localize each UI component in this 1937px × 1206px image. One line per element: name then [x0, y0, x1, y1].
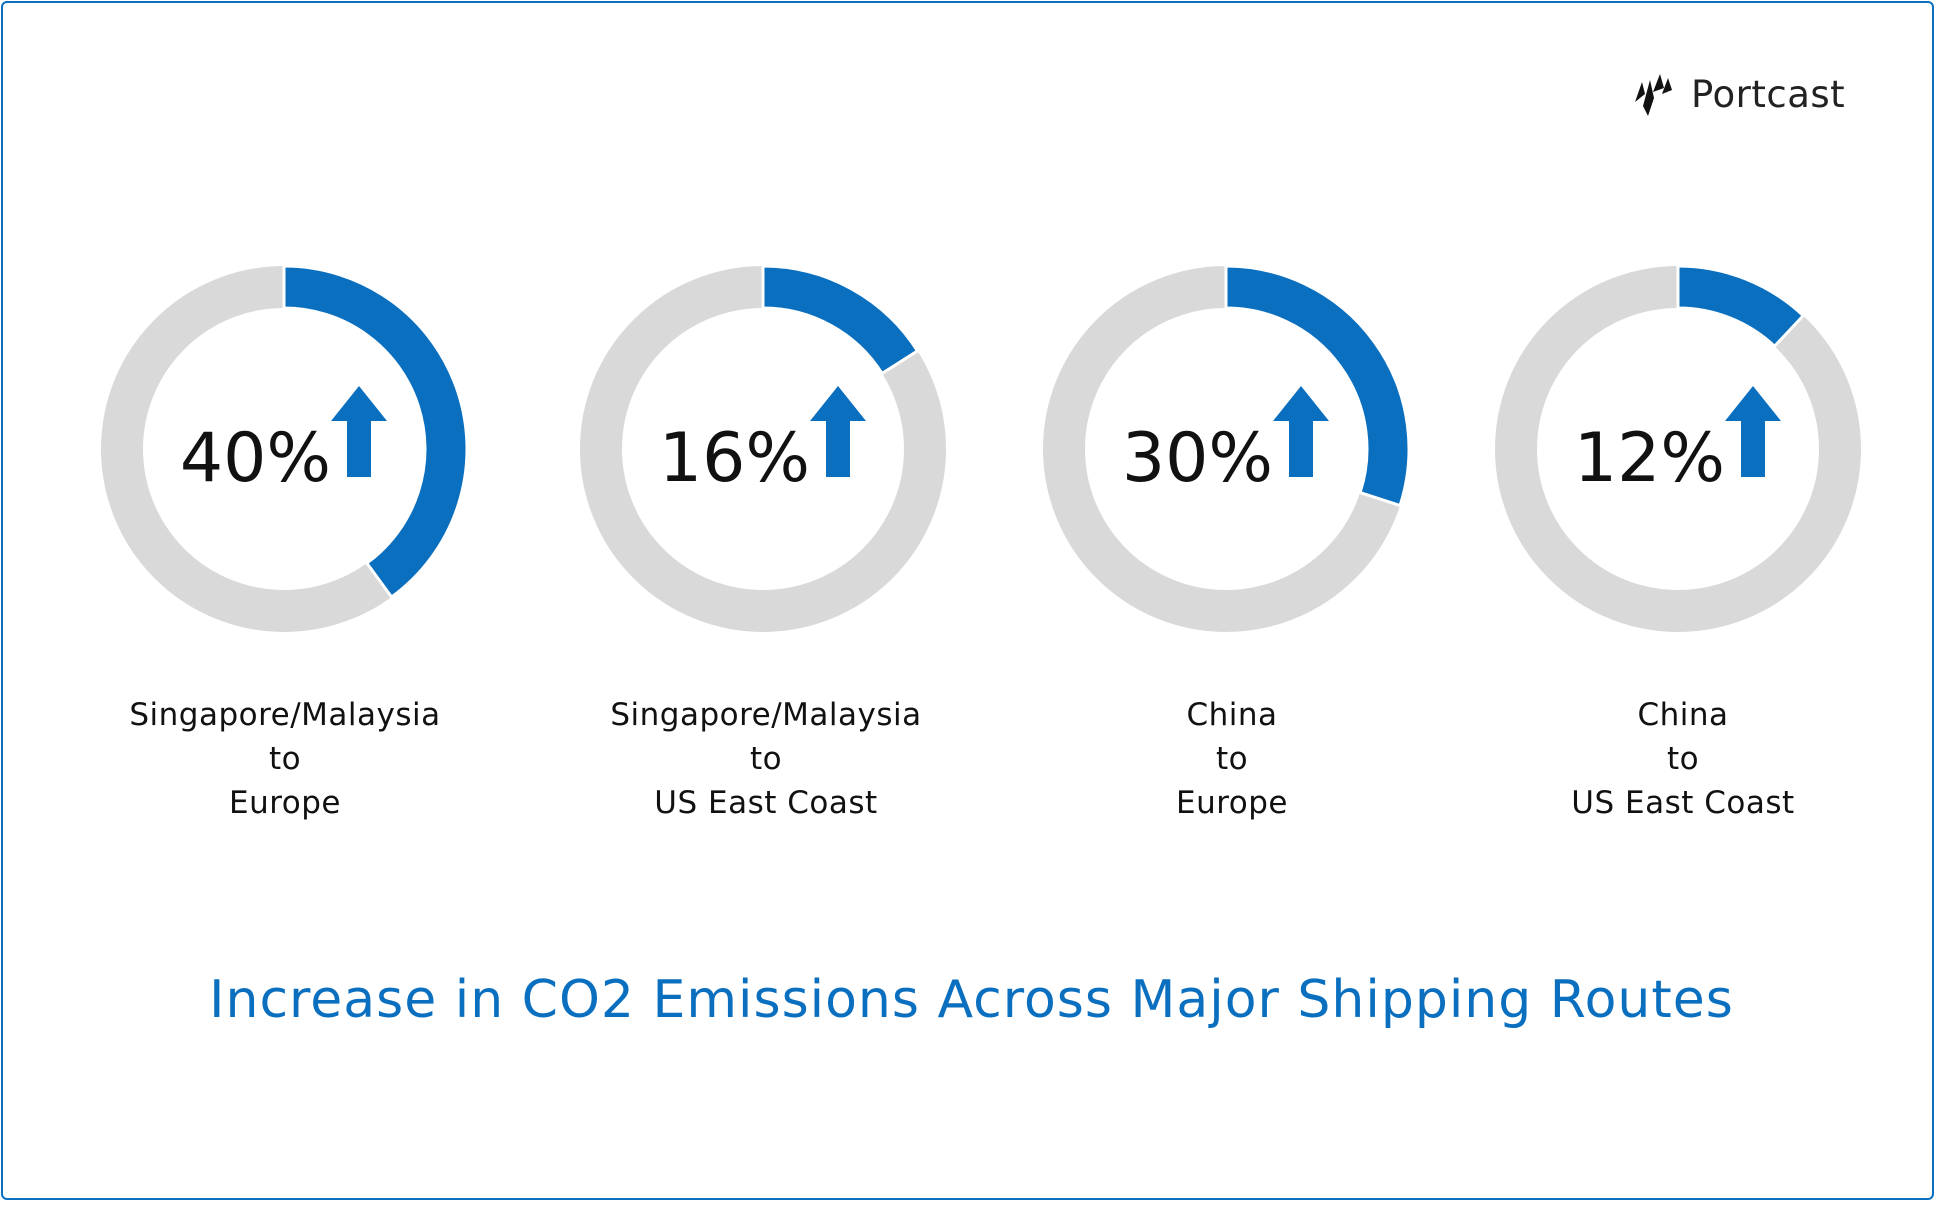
route-label-singapore-us-east-coast: Singapore/Malaysia to US East Coast — [556, 693, 976, 825]
donut-chart-3: 30% — [1043, 264, 1411, 632]
donut-value-segment — [282, 264, 469, 600]
donut-charts: 40% 16% 30% 12% — [101, 264, 1861, 632]
route-origin: China — [1637, 697, 1729, 733]
brand-logo: Portcast — [1631, 69, 1845, 119]
route-connector: to — [749, 741, 783, 777]
donut-value-segment — [1676, 264, 1806, 349]
route-connector: to — [1666, 741, 1700, 777]
portcast-logo-icon — [1635, 74, 1672, 116]
route-label-china-europe: China to Europe — [1022, 693, 1442, 825]
chart-title: Increase in CO2 Emissions Across Major S… — [209, 970, 1734, 1030]
route-destination: Europe — [1175, 785, 1288, 821]
route-label-china-us-east-coast: China to US East Coast — [1473, 693, 1893, 825]
arrow-up-icon — [331, 386, 387, 477]
donut-chart-1: 40% — [101, 264, 469, 632]
donut-value-label: 40% — [180, 419, 331, 498]
route-destination: US East Coast — [1571, 785, 1795, 821]
route-destination: US East Coast — [654, 785, 878, 821]
donut-value-label: 16% — [659, 419, 810, 498]
route-origin: Singapore/Malaysia — [129, 697, 441, 733]
donut-value-segment — [761, 264, 920, 376]
route-origin: China — [1186, 697, 1278, 733]
donut-value-segment — [1224, 264, 1411, 508]
arrow-up-icon — [1273, 386, 1329, 477]
brand-name: Portcast — [1691, 72, 1846, 116]
donut-chart-2: 16% — [580, 264, 946, 632]
route-connector: to — [268, 741, 302, 777]
arrow-up-icon — [810, 386, 866, 477]
route-destination: Europe — [228, 785, 341, 821]
donut-value-label: 12% — [1574, 419, 1725, 498]
donut-chart-4: 12% — [1495, 264, 1861, 632]
arrow-up-icon — [1725, 386, 1781, 477]
route-connector: to — [1215, 741, 1249, 777]
route-origin: Singapore/Malaysia — [610, 697, 922, 733]
donut-value-label: 30% — [1122, 419, 1273, 498]
route-label-singapore-europe: Singapore/Malaysia to Europe — [75, 693, 495, 825]
